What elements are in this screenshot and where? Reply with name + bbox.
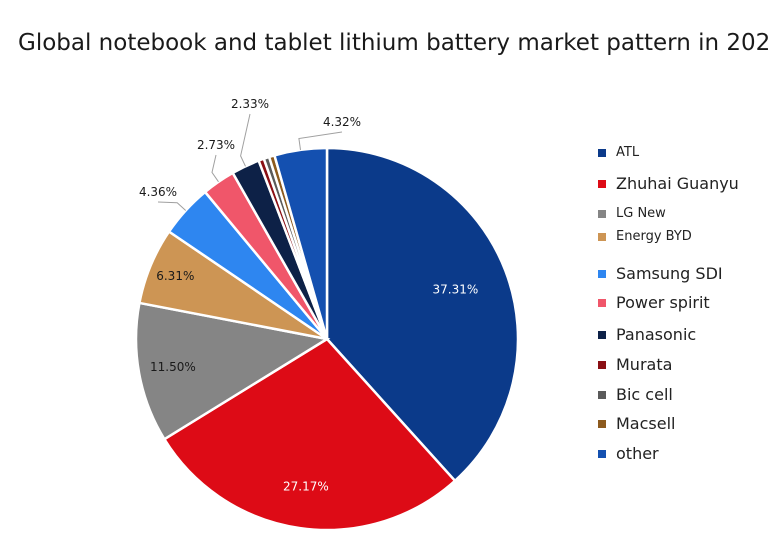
data-label-atl: 37.31% — [433, 283, 479, 297]
data-label-panasonic: 2.33% — [231, 97, 269, 111]
data-label-other: 4.32% — [323, 115, 361, 129]
legend-label: Energy BYD — [616, 229, 692, 244]
legend-label: Zhuhai Guanyu — [616, 174, 739, 193]
legend-item-murata: Murata — [598, 354, 672, 374]
legend-label: other — [616, 444, 659, 463]
legend-item-bic-cell: Bic cell — [598, 384, 673, 404]
data-label-energy-byd: 6.31% — [156, 269, 194, 283]
chart-title: Global notebook and tablet lithium batte… — [18, 30, 768, 56]
leader-line — [157, 201, 187, 211]
legend-swatch — [598, 209, 606, 218]
legend-item-other: other — [598, 443, 659, 463]
legend-label: Samsung SDI — [616, 264, 723, 283]
legend-swatch — [598, 449, 606, 458]
data-label-lg-new: 11.50% — [150, 360, 196, 374]
legend-item-power-spirit: Power spirit — [598, 292, 710, 312]
legend-swatch — [598, 330, 606, 339]
pie-slice-atl — [325, 146, 520, 483]
legend-item-panasonic: Panasonic — [598, 324, 696, 344]
pie-slice-zhuhai-guanyu — [162, 337, 457, 532]
legend-label: Macsell — [616, 414, 676, 433]
pie-slice-lg-new — [134, 301, 331, 441]
legend-item-zhuhai-guanyu: Zhuhai Guanyu — [598, 173, 739, 193]
data-label-samsung-sdi: 4.36% — [139, 185, 177, 199]
legend-swatch — [598, 360, 606, 369]
legend-item-lg-new: LG New — [598, 206, 666, 221]
legend-swatch — [598, 269, 606, 278]
legend-item-atl: ATL — [598, 145, 639, 160]
legend-swatch — [598, 390, 606, 399]
legend-item-energy-byd: Energy BYD — [598, 229, 692, 244]
pie-slice-other — [272, 146, 329, 340]
leader-line — [298, 131, 343, 150]
legend-swatch — [598, 148, 606, 157]
legend-swatch — [598, 298, 606, 307]
chart-legend: ATL Zhuhai Guanyu LG New Energy BYD Samsung … — [598, 0, 768, 538]
legend-item-samsung-sdi: Samsung SDI — [598, 263, 723, 283]
legend-label: Bic cell — [616, 385, 673, 404]
legend-label: Power spirit — [616, 293, 710, 312]
data-label-power-spirit: 2.73% — [197, 138, 235, 152]
legend-swatch — [598, 232, 606, 241]
legend-item-macsell: Macsell — [598, 413, 675, 433]
legend-label: Panasonic — [616, 325, 697, 344]
leader-line — [211, 154, 219, 183]
legend-label: LG New — [616, 206, 666, 221]
legend-swatch — [598, 179, 606, 188]
legend-label: ATL — [616, 145, 640, 160]
data-label-zhuhai-guanyu: 27.17% — [283, 480, 329, 494]
leader-line — [240, 113, 251, 167]
legend-label: Murata — [616, 355, 673, 374]
legend-swatch — [598, 419, 606, 428]
